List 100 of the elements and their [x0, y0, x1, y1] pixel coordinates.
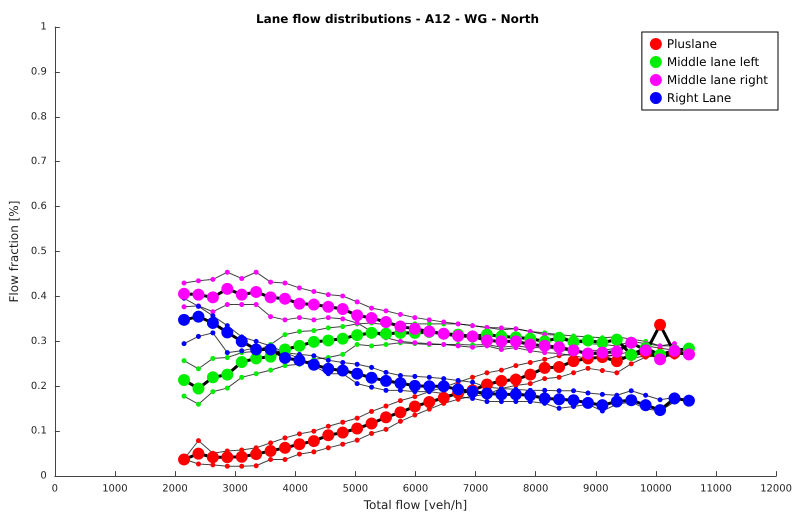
point	[326, 445, 331, 450]
point	[380, 374, 392, 387]
point	[326, 424, 331, 429]
x-tick-label: 12000	[760, 484, 792, 495]
point	[293, 298, 306, 310]
point	[412, 412, 418, 418]
legend-label: Middle lane left	[666, 55, 760, 69]
point	[340, 352, 346, 357]
x-tick-label: 8000	[522, 484, 548, 495]
point	[556, 374, 562, 380]
y-tick-label: 0.9	[30, 66, 47, 78]
point	[340, 360, 346, 365]
point	[654, 353, 666, 366]
x-tick-label: 0	[52, 484, 58, 495]
point	[254, 463, 259, 468]
point	[510, 388, 522, 400]
point	[308, 298, 320, 311]
point	[296, 328, 302, 334]
point	[210, 309, 216, 314]
point	[239, 302, 244, 308]
point	[643, 392, 648, 398]
point	[196, 402, 201, 407]
point	[326, 358, 331, 363]
point	[268, 280, 274, 285]
point	[498, 368, 504, 373]
point	[351, 368, 364, 380]
point	[340, 294, 346, 299]
point	[311, 289, 316, 294]
point	[528, 381, 533, 386]
point	[628, 388, 634, 394]
point	[495, 374, 508, 387]
point	[351, 309, 364, 322]
point	[340, 324, 346, 330]
point	[384, 370, 388, 375]
legend-label: Pluslane	[666, 37, 717, 51]
point	[279, 442, 292, 454]
point	[582, 334, 594, 346]
point	[308, 336, 320, 348]
point	[452, 383, 464, 396]
y-tick-label: 0	[40, 470, 47, 482]
point	[380, 328, 392, 340]
point	[224, 350, 230, 356]
point	[192, 382, 204, 395]
point	[282, 332, 288, 338]
point	[296, 452, 302, 457]
point	[322, 429, 334, 442]
point	[596, 346, 608, 359]
point	[668, 392, 681, 404]
point	[480, 387, 493, 400]
point	[268, 314, 274, 320]
point	[239, 464, 244, 469]
point	[322, 362, 334, 375]
point	[326, 325, 331, 330]
x-tick-label: 5000	[342, 484, 368, 495]
y-tick-label: 0.7	[30, 156, 47, 168]
point	[293, 340, 306, 352]
point	[354, 362, 360, 367]
point	[582, 396, 594, 409]
y-tick-label: 0.6	[30, 201, 47, 212]
point	[210, 276, 216, 282]
point	[369, 384, 374, 390]
point	[438, 392, 450, 404]
point	[412, 374, 418, 379]
point	[268, 456, 274, 462]
point	[308, 435, 320, 448]
point	[610, 346, 623, 358]
point	[254, 302, 259, 308]
point	[538, 392, 551, 404]
point	[484, 399, 490, 404]
point	[510, 335, 522, 348]
point	[423, 380, 436, 392]
x-tick-label: 11000	[700, 484, 732, 495]
point	[336, 364, 349, 377]
y-tick-label: 1	[40, 22, 47, 32]
point	[264, 291, 277, 304]
y-axis-title: Flow fraction [%]	[7, 200, 21, 302]
point	[513, 363, 518, 368]
point	[614, 370, 620, 376]
point	[282, 317, 288, 322]
point	[178, 288, 190, 300]
point	[182, 304, 187, 310]
point	[196, 278, 201, 284]
point	[625, 394, 638, 406]
point	[398, 312, 403, 317]
point	[196, 334, 201, 339]
point	[542, 376, 548, 382]
point	[426, 317, 432, 322]
point	[553, 341, 566, 354]
point	[556, 388, 562, 394]
point	[556, 406, 562, 411]
point	[250, 286, 262, 298]
point	[384, 426, 388, 432]
point	[369, 408, 374, 414]
point	[408, 380, 421, 392]
point	[542, 356, 548, 362]
point	[308, 358, 320, 371]
point	[311, 428, 316, 434]
point	[354, 438, 360, 443]
point	[384, 308, 388, 314]
point	[394, 377, 406, 390]
